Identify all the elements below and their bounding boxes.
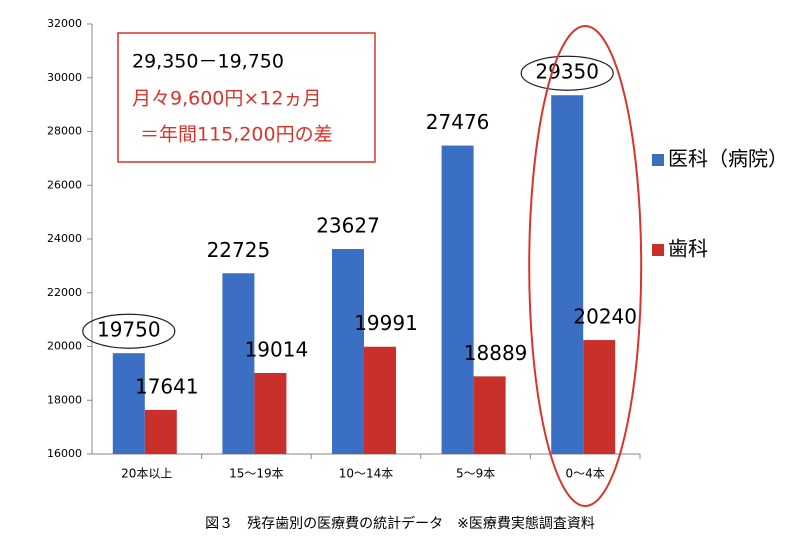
- annotation-box: [117, 32, 376, 163]
- value-label: 17641: [135, 374, 199, 398]
- caption: 図３ 残存歯別の医療費の統計データ ※医療費実態調査資料: [205, 515, 595, 532]
- bar: [473, 376, 506, 454]
- bar: [551, 95, 584, 454]
- bar: [222, 273, 255, 454]
- y-tick-label: 20000: [47, 340, 82, 353]
- x-tick-label: 20本以上: [121, 467, 172, 481]
- highlight-ellipse: [528, 25, 643, 507]
- y-tick-label: 24000: [47, 232, 82, 245]
- value-label: 20240: [573, 305, 637, 329]
- highlight-ellipse: [82, 313, 176, 349]
- x-tick-label: 15～19本: [229, 467, 284, 481]
- value-label: 19991: [354, 311, 418, 335]
- x-tick-label: 0～4本: [566, 467, 605, 481]
- legend-swatch: [652, 154, 664, 166]
- x-tick-label: 5～9本: [456, 467, 495, 481]
- value-label: 27476: [426, 110, 490, 134]
- y-tick-label: 28000: [47, 125, 82, 138]
- y-tick-label: 22000: [47, 286, 82, 299]
- legend-swatch: [652, 244, 664, 256]
- value-label: 23627: [316, 214, 380, 238]
- bar: [332, 249, 364, 454]
- highlight-ellipse: [520, 55, 614, 91]
- bar: [144, 409, 177, 454]
- annotation: 月々9,600円×12ヵ月: [132, 88, 322, 110]
- value-label: 22725: [207, 238, 271, 262]
- y-tick-label: 30000: [47, 71, 82, 84]
- x-tick-label: 10～14本: [339, 467, 394, 481]
- y-tick-label: 16000: [47, 447, 82, 460]
- value-label: 19750: [97, 318, 161, 342]
- y-tick-label: 18000: [47, 393, 82, 406]
- bar: [254, 372, 287, 454]
- bar: [112, 353, 145, 454]
- legend-label: 医科（病院）: [668, 147, 788, 171]
- annotation: ＝年間115,200円の差: [140, 124, 333, 146]
- value-label: 18889: [464, 341, 528, 365]
- value-label: 29350: [535, 60, 599, 84]
- bar: [441, 145, 474, 454]
- y-tick-label: 26000: [47, 178, 82, 191]
- bar: [364, 346, 396, 454]
- value-label: 19014: [245, 337, 309, 361]
- annotation: 29,350－19,750: [132, 51, 284, 73]
- bar: [583, 340, 616, 454]
- legend-label: 歯科: [668, 237, 708, 261]
- y-tick-label: 32000: [47, 17, 82, 30]
